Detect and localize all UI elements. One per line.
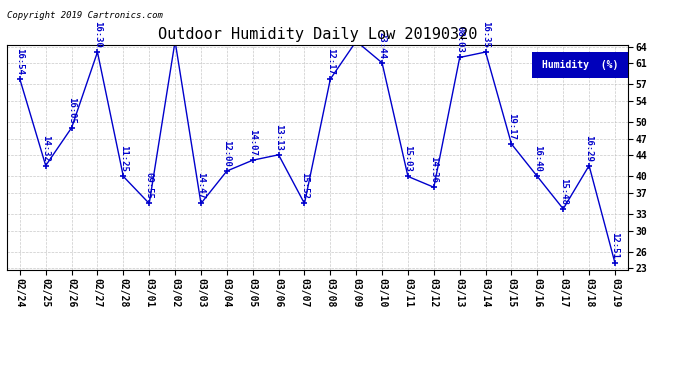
Text: 15:48: 15:48 (559, 178, 568, 205)
Text: 08:03: 08:03 (455, 26, 464, 53)
Text: 23:44: 23:44 (377, 32, 386, 58)
Text: 16:05: 16:05 (67, 97, 76, 124)
Text: 16:54: 16:54 (15, 48, 24, 75)
Text: 15:09: 15:09 (0, 374, 1, 375)
Text: 15:03: 15:03 (404, 146, 413, 172)
Text: 16:35: 16:35 (481, 21, 490, 48)
Text: 14:32: 14:32 (41, 135, 50, 162)
Text: 16:30: 16:30 (93, 21, 102, 48)
Text: 16:40: 16:40 (533, 146, 542, 172)
Title: Outdoor Humidity Daily Low 20190320: Outdoor Humidity Daily Low 20190320 (158, 27, 477, 42)
Text: 14:15: 14:15 (0, 374, 1, 375)
Text: 14:07: 14:07 (248, 129, 257, 156)
Text: 12:17: 12:17 (326, 48, 335, 75)
Text: 09:55: 09:55 (145, 172, 154, 199)
Text: 13:13: 13:13 (274, 124, 283, 151)
Text: 14:47: 14:47 (197, 172, 206, 199)
Text: 19:17: 19:17 (507, 113, 516, 140)
Text: 16:29: 16:29 (584, 135, 593, 162)
Text: 12:00: 12:00 (222, 140, 231, 167)
Text: 11:25: 11:25 (119, 146, 128, 172)
Text: Copyright 2019 Cartronics.com: Copyright 2019 Cartronics.com (7, 11, 163, 20)
Text: 14:36: 14:36 (429, 156, 438, 183)
Text: 15:52: 15:52 (300, 172, 309, 199)
Text: 12:51: 12:51 (611, 232, 620, 259)
